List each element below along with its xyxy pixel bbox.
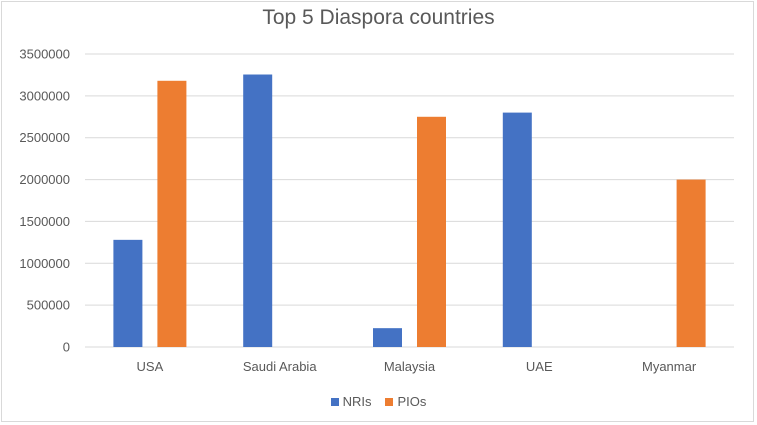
legend-swatch-pios bbox=[385, 397, 394, 406]
bar-pios-malaysia bbox=[417, 116, 446, 348]
bar-nris-saudi-arabia bbox=[243, 74, 273, 347]
x-tick-label-myanmar: Myanmar bbox=[642, 359, 697, 374]
bar-nris-uae bbox=[502, 112, 532, 347]
y-tick-label-0: 0 bbox=[63, 340, 70, 355]
y-tick-label-7: 3500000 bbox=[19, 47, 70, 62]
y-tick-label-4: 2000000 bbox=[19, 172, 70, 187]
bar-pios-myanmar bbox=[676, 179, 706, 347]
y-tick-label-1: 500000 bbox=[27, 298, 70, 313]
x-tick-label-usa: USA bbox=[137, 359, 164, 374]
x-tick-label-malaysia: Malaysia bbox=[384, 359, 436, 374]
legend-item-nris: NRIs bbox=[330, 394, 372, 409]
y-tick-label-6: 3000000 bbox=[19, 88, 70, 103]
legend-item-pios: PIOs bbox=[385, 394, 426, 409]
bar-nris-usa bbox=[113, 239, 143, 347]
y-tick-label-2: 1000000 bbox=[19, 256, 70, 271]
x-tick-label-uae: UAE bbox=[526, 359, 553, 374]
bar-pios-usa bbox=[157, 80, 187, 347]
legend-label-pios: PIOs bbox=[397, 394, 427, 409]
y-tick-label-3: 1500000 bbox=[19, 214, 70, 229]
x-tick-label-saudi-arabia: Saudi Arabia bbox=[243, 359, 317, 374]
chart-title: Top 5 Diaspora countries bbox=[262, 6, 495, 29]
bar-nris-malaysia bbox=[373, 328, 402, 347]
chart-legend: NRIs PIOs bbox=[0, 394, 757, 409]
legend-label-nris: NRIs bbox=[342, 394, 372, 409]
y-tick-label-5: 2500000 bbox=[19, 130, 70, 145]
legend-swatch-nris bbox=[330, 397, 339, 406]
